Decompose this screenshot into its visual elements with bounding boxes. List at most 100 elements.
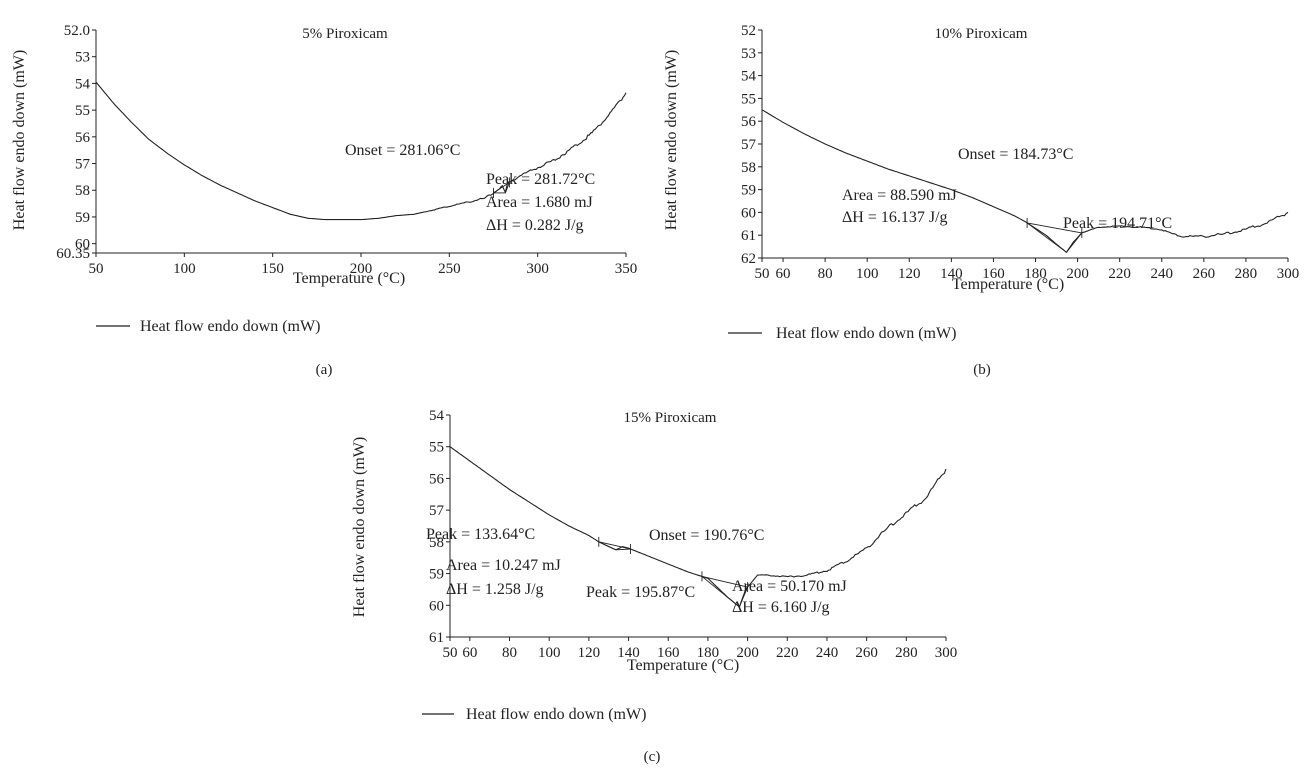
chart-a-axes: 50 100 150 200 250 300 350 52.0 53 54 55 56 57 58 59 60… xyxy=(56,23,637,277)
chart-c-x-tick-label: 140 xyxy=(617,645,640,661)
chart-c-x-tick-label: 60 xyxy=(462,645,477,661)
chart-c-x-tick-label: 300 xyxy=(935,645,958,661)
chart-c-x-tick-label: 100 xyxy=(538,645,561,661)
chart-c-x-axis-title: Temperature (°C) xyxy=(627,657,739,674)
chart-b-x-tick-label: 200 xyxy=(1066,266,1089,282)
chart-c-x-tick-label: 80 xyxy=(502,645,517,661)
chart-a-y-tick-label: 60 xyxy=(75,237,90,253)
chart-a-x-tick-label: 350 xyxy=(615,261,638,277)
chart-c-annotation-area-1: Area = 10.247 mJ xyxy=(446,557,561,574)
chart-c-data-line xyxy=(449,446,947,608)
chart-c-x-tick-label: 220 xyxy=(776,645,799,661)
chart-b-x-tick-label: 50 xyxy=(755,266,770,282)
chart-a-y-tick-label: 57 xyxy=(75,157,91,173)
chart-c-x-tick-label: 240 xyxy=(816,645,839,661)
chart-b-x-tick-label: 160 xyxy=(982,266,1005,282)
chart-c-annotation-enthalpy-2: ΔH = 6.160 J/g xyxy=(732,599,830,616)
chart-c-peak-baseline xyxy=(598,541,631,550)
chart-a-y-axis-title: Heat flow endo down (mW) xyxy=(11,50,28,230)
chart-b-x-tick-label: 220 xyxy=(1108,266,1131,282)
chart-a-annotation-area: Area = 1.680 mJ xyxy=(486,194,593,211)
chart-a-y-tick-label: 54 xyxy=(75,76,91,92)
chart-b-axes: 50 60 80 100 120 140 160 180 200 220 240 260 280 300 5… xyxy=(741,23,1299,282)
chart-b-x-tick-label: 180 xyxy=(1024,266,1047,282)
chart-b-annotation-enthalpy: ΔH = 16.137 J/g xyxy=(842,209,948,226)
chart-panel-c: 50 60 80 100 120 140 160 180 200 220 240 260 280 300 5… xyxy=(326,383,978,766)
chart-b-x-tick-label: 100 xyxy=(856,266,879,282)
chart-b-y-tick-label: 52 xyxy=(741,23,756,39)
chart-c-annotation-area-2: Area = 50.170 mJ xyxy=(732,578,847,595)
chart-a-x-tick-label: 100 xyxy=(173,261,196,277)
chart-b-annotation-onset: Onset = 184.73°C xyxy=(958,146,1073,163)
chart-c-legend-label: Heat flow endo down (mW) xyxy=(466,706,646,723)
chart-c-x-tick-label: 180 xyxy=(697,645,720,661)
chart-b-annotation-area: Area = 88.590 mJ xyxy=(842,187,957,204)
chart-b-x-tick-label: 60 xyxy=(776,266,791,282)
chart-b-y-tick-label: 57 xyxy=(741,137,757,153)
chart-b-peak-constructions xyxy=(1026,217,1083,253)
chart-c-axes: 50 60 80 100 120 140 160 180 200 220 240 260 280 3005… xyxy=(429,408,957,661)
chart-b-y-tick-label: 59 xyxy=(741,183,756,199)
chart-panel-a: 50 100 150 200 250 300 350 52.0 53 54 55 56 57 58 59 60… xyxy=(0,0,652,383)
chart-panel-b: 50 60 80 100 120 140 160 180 200 220 240 260 280 300 5… xyxy=(652,0,1304,383)
chart-c-curve-group xyxy=(449,446,947,608)
chart-a-y-tick-label: 53 xyxy=(75,50,90,66)
chart-b-annotation-peak: Peak = 194.71°C xyxy=(1063,215,1172,232)
chart-b-x-axis-title: Temperature (°C) xyxy=(952,276,1064,293)
chart-b-svg: 50 60 80 100 120 140 160 180 200 220 240 260 280 300 5… xyxy=(663,23,1299,378)
chart-a-y-tick-label: 59 xyxy=(75,210,90,226)
chart-a-x-tick-label: 50 xyxy=(89,261,104,277)
chart-c-y-tick-label: 60 xyxy=(429,598,444,614)
chart-b-x-tick-label: 280 xyxy=(1235,266,1258,282)
chart-b-x-tick-label: 240 xyxy=(1151,266,1174,282)
chart-b-y-tick-label: 61 xyxy=(741,228,756,244)
chart-c-x-tick-label: 120 xyxy=(578,645,601,661)
chart-a-annotation-peak: Peak = 281.72°C xyxy=(486,171,595,188)
chart-c-annotation-peak-2: Peak = 195.87°C xyxy=(586,584,695,601)
chart-b-panel-label: (b) xyxy=(973,362,991,378)
chart-a-y-tick-label: 52.0 xyxy=(64,23,90,39)
chart-c-peak-constructions xyxy=(598,536,749,608)
chart-a-data-line xyxy=(95,81,627,221)
chart-a-peak-tangent-right xyxy=(504,182,510,194)
chart-a-curve-group xyxy=(95,81,627,221)
chart-c-y-tick-label: 57 xyxy=(429,503,445,519)
chart-a-annotation-enthalpy: ΔH = 0.282 J/g xyxy=(486,217,584,234)
chart-b-y-axis-title: Heat flow endo down (mW) xyxy=(663,50,680,230)
chart-a-y-tick-label: 60.35 xyxy=(56,246,90,262)
chart-a-peak-constructions xyxy=(493,177,510,198)
chart-c-svg: 50 60 80 100 120 140 160 180 200 220 240 260 280 3005… xyxy=(351,408,957,765)
chart-b-data-line xyxy=(761,109,1289,254)
chart-a-title: 5% Piroxicam xyxy=(302,26,388,42)
chart-a-x-tick-label: 300 xyxy=(526,261,549,277)
chart-c-peak-tangent-right xyxy=(738,586,749,608)
chart-b-peak-tangent-left xyxy=(1026,222,1067,253)
chart-b-title: 10% Piroxicam xyxy=(935,26,1028,42)
chart-b-y-tick-label: 62 xyxy=(741,251,756,267)
chart-a-svg: 50 100 150 200 250 300 350 52.0 53 54 55 56 57 58 59 60… xyxy=(11,23,637,378)
chart-b-y-tick-label: 54 xyxy=(741,69,757,85)
chart-a-peak-baseline xyxy=(493,182,510,194)
chart-c-x-tick-label: 50 xyxy=(443,645,458,661)
chart-c-x-tick-label: 200 xyxy=(736,645,759,661)
chart-b-peak-baseline xyxy=(1027,222,1082,234)
chart-c-x-tick-label: 160 xyxy=(657,645,680,661)
chart-b-x-tick-label: 300 xyxy=(1277,266,1300,282)
chart-a-y-tick-label: 55 xyxy=(75,103,90,119)
chart-a-x-tick-label: 150 xyxy=(261,261,284,277)
chart-c-peak-baseline xyxy=(701,575,748,588)
chart-b-x-tick-label: 140 xyxy=(940,266,963,282)
chart-b-x-tick-label: 120 xyxy=(898,266,921,282)
chart-c-title: 15% Piroxicam xyxy=(624,410,717,426)
chart-a-x-tick-label: 250 xyxy=(438,261,461,277)
chart-c-panel-label: (c) xyxy=(644,749,661,765)
chart-c-peak-tangent-left xyxy=(701,576,740,608)
chart-a-panel-label: (a) xyxy=(316,362,333,378)
chart-c-x-tick-label: 260 xyxy=(855,645,878,661)
chart-b-y-tick-label: 60 xyxy=(741,205,756,221)
chart-c-x-tick-label: 280 xyxy=(895,645,918,661)
chart-c-annotation-peak-1: Peak = 133.64°C xyxy=(426,526,535,543)
chart-b-curve-group xyxy=(761,109,1289,254)
chart-b-y-tick-label: 53 xyxy=(741,46,756,62)
chart-b-legend-label: Heat flow endo down (mW) xyxy=(776,325,956,342)
